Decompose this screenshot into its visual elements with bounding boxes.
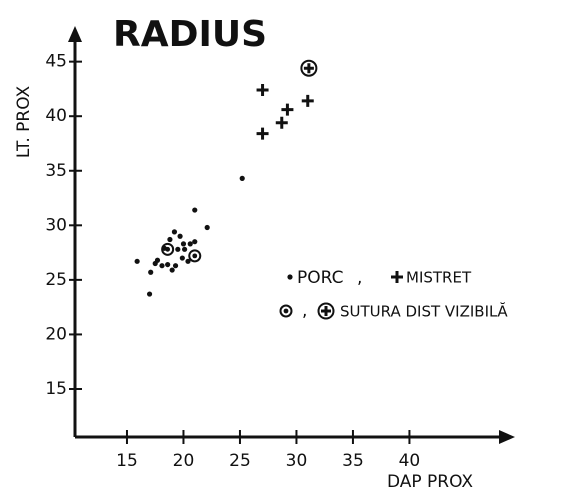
y-tick-label: 30 (45, 215, 67, 235)
x-axis-label: DAP PROX (387, 472, 473, 492)
point (171, 229, 178, 235)
point (239, 175, 245, 181)
point (181, 246, 188, 252)
point (187, 241, 193, 247)
dot (192, 239, 198, 245)
dot (185, 258, 191, 264)
y-tick-label: 25 (45, 270, 67, 290)
y-tick-label: 20 (45, 324, 67, 344)
point (256, 84, 269, 97)
point (185, 258, 191, 264)
point (169, 267, 175, 273)
y-tick-label: 45 (45, 52, 67, 72)
point (175, 246, 181, 252)
point (301, 94, 314, 107)
dot (192, 207, 198, 213)
ring (317, 302, 335, 320)
dot (146, 291, 153, 297)
point (279, 304, 293, 318)
dot (287, 274, 293, 280)
dot (179, 255, 185, 261)
dot (180, 241, 187, 247)
plus (303, 63, 314, 74)
point (172, 263, 179, 269)
x-tick-label: 35 (342, 451, 364, 471)
point (146, 291, 153, 297)
x-arrow (499, 430, 515, 444)
plus (256, 127, 269, 140)
x-tick-label: 20 (173, 451, 195, 471)
dot (159, 263, 165, 269)
point (256, 127, 269, 140)
legend-label: PORC (297, 268, 343, 288)
x-tick-label: 40 (399, 451, 421, 471)
dot (192, 253, 198, 259)
plus (275, 116, 288, 129)
plus (391, 271, 403, 283)
x-tick-label: 15 (116, 451, 138, 471)
point (159, 263, 165, 269)
plus (321, 306, 331, 316)
y-axis-label: LT. PROX (14, 85, 34, 158)
legend-label: SUTURA DIST VIZIBILĂ (340, 302, 508, 321)
point (391, 271, 403, 283)
point (154, 257, 161, 263)
point (165, 261, 171, 268)
x-tick-label: 25 (229, 451, 251, 471)
point (177, 233, 183, 239)
dot (165, 246, 171, 252)
ring (300, 59, 318, 77)
dot (167, 236, 173, 243)
ring (279, 304, 293, 318)
point (275, 116, 288, 129)
dot (239, 175, 245, 181)
point (192, 207, 198, 213)
dot (175, 246, 181, 252)
point (161, 242, 175, 256)
dot (177, 233, 183, 239)
point (317, 302, 335, 320)
plus (281, 103, 294, 116)
axes (68, 26, 515, 444)
x-tick-label: 30 (286, 451, 308, 471)
legend-label: MISTRET (406, 269, 472, 287)
dot (169, 267, 175, 273)
point (148, 269, 154, 275)
point (134, 258, 140, 264)
point (167, 236, 173, 243)
ring (188, 249, 202, 263)
point (287, 274, 293, 280)
plus (256, 84, 269, 97)
point (192, 239, 198, 245)
point (300, 59, 318, 77)
point (179, 255, 185, 261)
point (281, 103, 294, 116)
plus (301, 94, 314, 107)
dot (154, 257, 161, 263)
dot (181, 246, 188, 252)
dot (172, 263, 179, 269)
dot (134, 258, 140, 264)
dot (283, 308, 289, 314)
ring (161, 242, 175, 256)
legend-separator: , (357, 268, 362, 288)
dot (204, 224, 210, 231)
dot (187, 241, 193, 247)
legend-separator: , (302, 301, 307, 321)
y-arrow (68, 26, 82, 42)
y-tick-label: 40 (45, 106, 67, 126)
point (180, 241, 187, 247)
dot (171, 229, 178, 235)
point (188, 249, 202, 263)
dot (148, 269, 154, 275)
dot (165, 261, 171, 268)
point (204, 224, 210, 231)
chart-title: RADIUS (113, 14, 267, 55)
y-tick-label: 35 (45, 161, 67, 181)
y-tick-label: 15 (45, 379, 67, 399)
